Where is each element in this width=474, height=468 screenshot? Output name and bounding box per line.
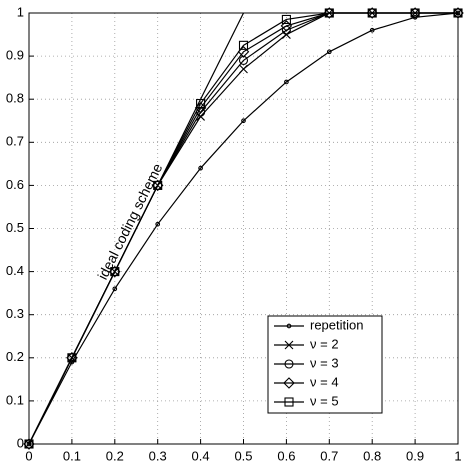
x-tick-label: 0.1 [63, 448, 81, 463]
point [24, 439, 34, 449]
point [410, 8, 420, 18]
legend-marker [284, 397, 294, 407]
point [280, 20, 293, 32]
point [23, 438, 35, 450]
x-tick-label: 0.9 [406, 448, 424, 463]
point [194, 102, 207, 114]
point [324, 8, 334, 18]
point [66, 352, 78, 364]
y-tick-label: 0.7 [6, 134, 24, 149]
point [369, 27, 375, 33]
point [452, 7, 464, 19]
x-tick-label: 0.5 [234, 448, 252, 463]
y-tick-label: 0 [17, 435, 24, 450]
x-tick-label: 0.4 [192, 448, 210, 463]
y-tick-label: 0.3 [6, 306, 24, 321]
y-tick-label: 0.1 [6, 392, 24, 407]
point [67, 353, 77, 363]
x-tick-label: 1 [454, 448, 461, 463]
y-tick-label: 0.8 [6, 91, 24, 106]
point [155, 221, 161, 227]
point [26, 441, 32, 447]
point [366, 7, 378, 19]
point [367, 8, 377, 18]
legend-label: ν = 4 [310, 374, 339, 389]
legend-marker [286, 323, 292, 329]
point [241, 118, 246, 124]
plot-area [29, 13, 458, 444]
y-tick-label: 1 [17, 4, 24, 19]
legend-marker [283, 377, 295, 389]
legend-label: repetition [310, 317, 363, 332]
x-tick-label: 0.7 [320, 448, 338, 463]
legend-label: ν = 2 [310, 336, 339, 351]
y-tick-label: 0.4 [6, 263, 24, 278]
point [196, 98, 206, 109]
y-tick-label: 0.5 [6, 220, 24, 235]
legend-label: ν = 3 [310, 355, 339, 370]
point [409, 7, 421, 19]
point [109, 265, 121, 278]
point [453, 8, 463, 18]
point [198, 165, 203, 171]
y-tick-label: 0.6 [6, 177, 24, 192]
point [112, 286, 118, 292]
point [238, 40, 249, 50]
series-line [28, 12, 459, 445]
x-tick-label: 0.3 [149, 448, 167, 463]
point [326, 49, 332, 55]
y-tick-label: 0.9 [6, 48, 24, 63]
legend-marker [284, 340, 294, 350]
point [239, 64, 248, 74]
x-tick-label: 0.2 [106, 448, 124, 463]
legend-label: ν = 5 [310, 393, 339, 408]
point [323, 7, 336, 19]
point [281, 14, 291, 25]
series-line [28, 12, 458, 445]
y-tick-label: 0.2 [6, 349, 24, 364]
x-tick-label: 0 [25, 448, 32, 463]
point [153, 180, 163, 190]
x-tick-label: 0.8 [363, 448, 381, 463]
legend-marker [284, 359, 294, 369]
point [110, 267, 120, 277]
x-tick-label: 0.6 [277, 448, 295, 463]
point [284, 79, 289, 85]
point [151, 179, 164, 192]
